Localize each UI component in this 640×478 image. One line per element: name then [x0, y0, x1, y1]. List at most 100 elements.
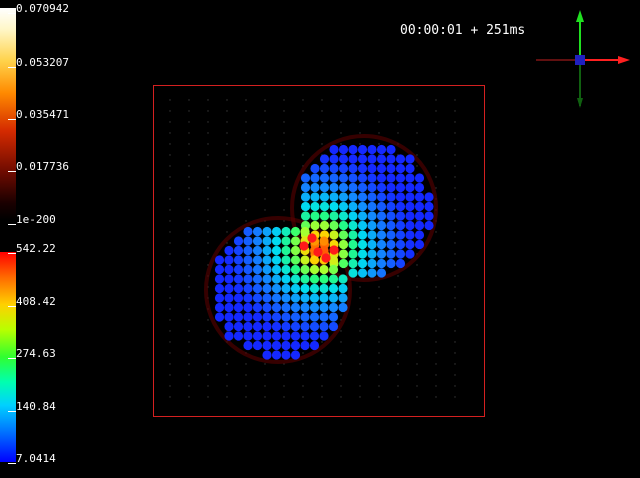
boundary-particle: [226, 396, 228, 398]
boundary-particle: [245, 374, 247, 376]
particle: [262, 293, 272, 303]
boundary-particle: [169, 176, 171, 178]
particle: [348, 154, 358, 164]
particle: [329, 230, 339, 240]
boundary-particle: [340, 363, 342, 365]
boundary-particle: [378, 121, 380, 123]
particle: [424, 201, 434, 212]
boundary-particle: [207, 396, 209, 398]
boundary-particle: [245, 176, 247, 178]
particle: [262, 236, 272, 246]
boundary-particle: [435, 187, 437, 189]
boundary-particle: [416, 308, 418, 310]
boundary-particle: [188, 165, 190, 167]
particle: [376, 239, 387, 250]
boundary-particle: [454, 396, 456, 398]
particle: [319, 211, 330, 221]
boundary-particle: [283, 99, 285, 101]
boundary-particle: [226, 143, 228, 145]
particle: [386, 192, 396, 202]
boundary-particle: [188, 121, 190, 123]
boundary-particle: [264, 154, 266, 156]
particle: [405, 163, 415, 174]
particle: [243, 236, 253, 246]
boundary-particle: [454, 352, 456, 354]
particle: [386, 211, 396, 221]
boundary-particle: [207, 209, 209, 211]
boundary-particle: [226, 385, 228, 387]
particle: [386, 239, 396, 250]
particle: [214, 255, 225, 265]
boundary-particle: [169, 231, 171, 233]
particle: [271, 264, 282, 275]
particle: [300, 226, 310, 237]
particle: [243, 274, 253, 284]
particle: [405, 220, 415, 231]
boundary-particle: [397, 341, 399, 343]
boundary-particle: [435, 330, 437, 332]
boundary-particle: [435, 275, 437, 277]
boundary-particle: [188, 308, 190, 310]
boundary-particle: [283, 165, 285, 167]
z-axis-marker-icon: [575, 55, 585, 65]
boundary-particle: [207, 220, 209, 222]
boundary-particle: [416, 341, 418, 343]
boundary-particle: [435, 341, 437, 343]
particle: [214, 312, 225, 322]
boundary-particle: [340, 132, 342, 134]
particle: [271, 255, 282, 265]
particle: [414, 211, 425, 221]
particle: [309, 283, 320, 294]
particle: [328, 293, 339, 303]
boundary-particle: [283, 176, 285, 178]
boundary-particle: [454, 165, 456, 167]
legend-bottom-label-1: 542.22: [8, 243, 56, 255]
particle: [367, 163, 377, 174]
particle: [338, 302, 348, 313]
particle: [357, 211, 368, 221]
particle: [348, 268, 358, 278]
particle: [271, 226, 282, 237]
boundary-particle: [378, 385, 380, 387]
particle: [243, 331, 253, 341]
boundary-particle: [435, 99, 437, 101]
boundary-particle: [397, 374, 399, 376]
particle: [414, 192, 425, 202]
particle: [367, 230, 377, 240]
particle: [290, 312, 301, 322]
particle: [224, 293, 234, 303]
boundary-particle: [283, 198, 285, 200]
particle: [329, 201, 339, 212]
particle: [243, 226, 253, 237]
boundary-particle: [207, 121, 209, 123]
boundary-particle: [359, 110, 361, 112]
boundary-particle: [435, 154, 437, 156]
particle: [310, 220, 320, 231]
boundary-particle: [454, 110, 456, 112]
boundary-particle: [416, 165, 418, 167]
boundary-particle: [340, 352, 342, 354]
particle: [367, 268, 377, 278]
boundary-particle: [454, 319, 456, 321]
boundary-particle: [397, 110, 399, 112]
particle: [348, 249, 358, 259]
particle: [233, 302, 244, 313]
particle: [243, 293, 253, 303]
boundary-particle: [378, 143, 380, 145]
orientation-axes-icon[interactable]: [530, 8, 630, 110]
particle: [348, 239, 358, 250]
boundary-particle: [188, 330, 190, 332]
boundary-particle: [226, 165, 228, 167]
contact-particle: [307, 233, 317, 243]
particle: [338, 173, 349, 183]
boundary-particle: [188, 110, 190, 112]
particle: [329, 173, 339, 183]
boundary-particle: [283, 143, 285, 145]
y-axis-negative-arrow-icon: [577, 98, 583, 108]
particle: [252, 302, 263, 313]
particle: [224, 255, 234, 265]
particle: [376, 258, 387, 269]
particle: [329, 182, 339, 193]
particle: [262, 321, 272, 332]
